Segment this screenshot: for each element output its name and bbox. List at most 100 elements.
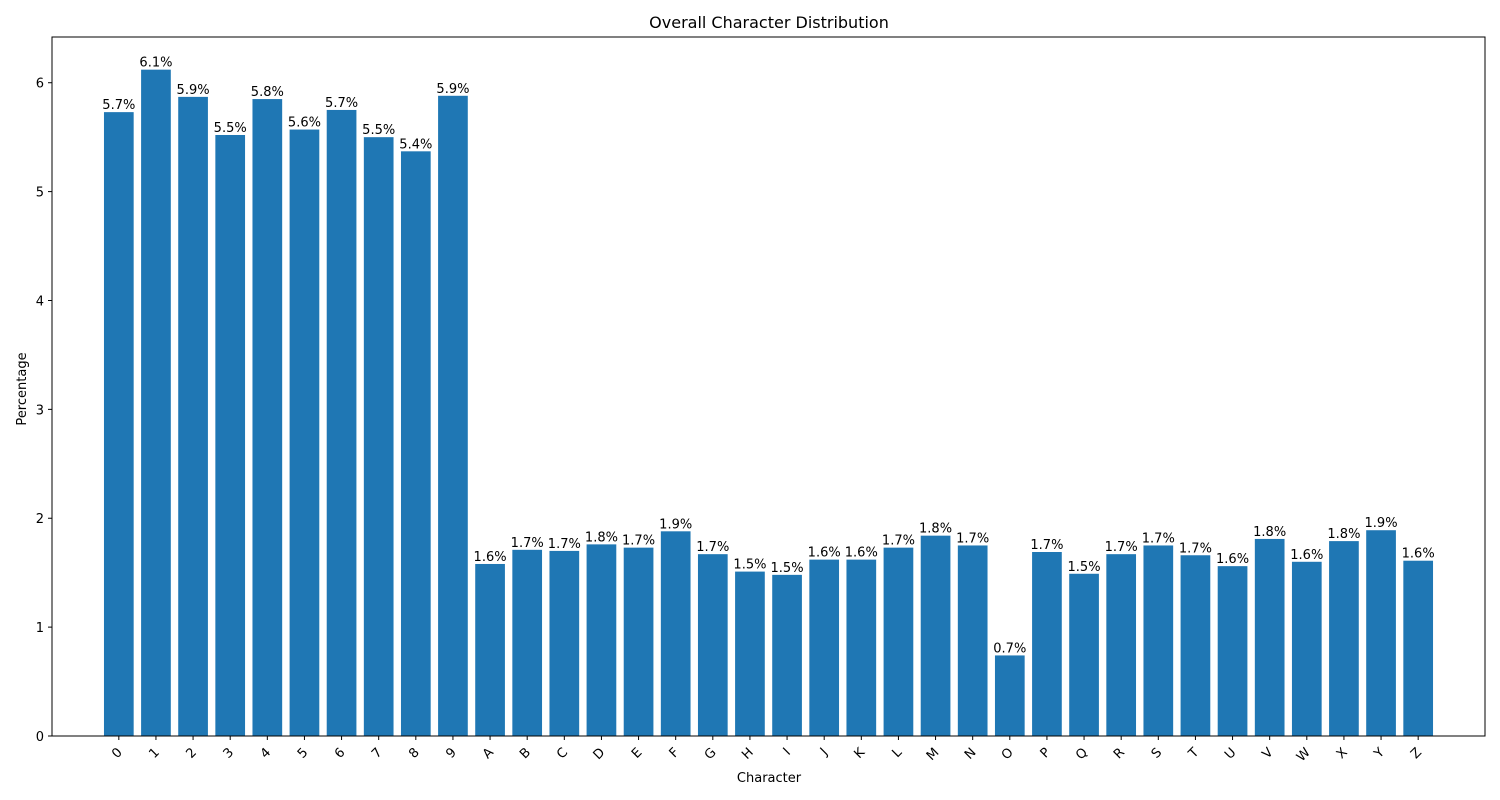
- bar-value-label: 5.7%: [102, 98, 135, 113]
- x-tick-label: 4: [258, 745, 274, 761]
- plot-frame: [51, 36, 1486, 737]
- x-tick-label: S: [1149, 745, 1165, 761]
- bar-value-label: 1.8%: [1253, 525, 1286, 540]
- x-tick-label: F: [667, 745, 683, 761]
- x-tick-label: N: [962, 745, 979, 762]
- x-tick-label: J: [817, 745, 831, 759]
- bar: [586, 544, 617, 736]
- x-tick-label: I: [781, 745, 794, 758]
- bar: [1403, 560, 1434, 736]
- y-tick-label: 1: [36, 621, 44, 636]
- x-tick-label: K: [852, 745, 869, 762]
- x-tick-label: G: [702, 745, 720, 763]
- bar: [252, 99, 283, 736]
- y-tick-label: 3: [36, 403, 44, 418]
- bar-value-label: 5.4%: [399, 137, 432, 152]
- y-tick-label: 5: [36, 186, 44, 201]
- bar: [549, 550, 580, 736]
- y-tick-label: 4: [36, 294, 44, 309]
- bar: [735, 571, 765, 736]
- bar: [475, 563, 505, 736]
- bar: [809, 559, 840, 736]
- bar: [772, 574, 802, 736]
- bar-value-label: 1.5%: [733, 558, 766, 573]
- x-tick-label: 8: [406, 745, 422, 761]
- bar-value-label: 1.7%: [511, 536, 544, 551]
- y-tick-label: 2: [36, 512, 44, 527]
- x-tick-label: D: [591, 745, 609, 763]
- bar-value-label: 5.6%: [288, 116, 321, 131]
- chart-title: Overall Character Distribution: [649, 13, 889, 32]
- bar-value-label: 1.8%: [1327, 527, 1360, 542]
- x-tick-label: 5: [295, 745, 311, 761]
- x-tick-label: R: [1111, 745, 1128, 762]
- bar-value-label: 5.5%: [214, 121, 247, 136]
- bar: [1106, 554, 1137, 736]
- x-tick-label: Q: [1073, 745, 1091, 763]
- x-tick-label: H: [739, 745, 757, 763]
- bar: [1291, 561, 1322, 736]
- x-tick-label: U: [1222, 745, 1239, 762]
- bar: [512, 549, 543, 736]
- bar: [363, 137, 394, 737]
- bar: [623, 547, 654, 736]
- bar-value-label: 1.7%: [1105, 540, 1138, 555]
- bar-value-label: 1.7%: [1142, 531, 1175, 546]
- bar-value-label: 1.5%: [1068, 560, 1101, 575]
- bar: [920, 535, 951, 736]
- bar: [883, 547, 914, 736]
- x-tick-label: 6: [332, 745, 348, 761]
- y-tick-label: 6: [36, 77, 44, 92]
- bar-value-label: 1.5%: [771, 561, 804, 576]
- bar-value-label: 1.7%: [1030, 538, 1063, 553]
- bar-value-label: 1.7%: [696, 540, 729, 555]
- bar: [141, 69, 171, 736]
- x-tick-label: A: [480, 745, 497, 762]
- bar-value-label: 5.8%: [251, 85, 284, 100]
- bar: [1180, 555, 1211, 736]
- x-tick-label: B: [517, 745, 534, 762]
- bar-value-label: 1.7%: [882, 534, 915, 549]
- bar-value-label: 1.7%: [1179, 541, 1212, 556]
- x-tick-label: T: [1185, 745, 1202, 762]
- x-tick-label: M: [924, 745, 943, 764]
- bar-value-label: 5.9%: [177, 83, 210, 98]
- x-tick-label: W: [1294, 745, 1314, 765]
- bar: [1254, 538, 1285, 736]
- y-axis-label: Percentage: [15, 352, 30, 425]
- x-tick-label: P: [1038, 745, 1054, 761]
- x-tick-label: O: [999, 745, 1017, 763]
- bar: [1217, 566, 1248, 736]
- bar-value-label: 1.6%: [1216, 552, 1249, 567]
- x-tick-label: L: [890, 745, 906, 761]
- x-axis-label: Character: [737, 771, 802, 786]
- bar-value-label: 1.6%: [474, 550, 507, 565]
- x-tick-label: Y: [1371, 745, 1388, 762]
- bar-value-label: 1.6%: [1290, 548, 1323, 563]
- bar: [103, 112, 134, 736]
- x-tick-label: C: [554, 745, 571, 762]
- x-tick-label: X: [1334, 745, 1351, 762]
- bar-value-label: 0.7%: [993, 641, 1026, 656]
- x-tick-label: V: [1260, 745, 1277, 762]
- bar: [1032, 552, 1062, 736]
- x-tick-label: E: [629, 745, 645, 761]
- bar: [660, 531, 691, 736]
- bar: [697, 554, 728, 736]
- y-tick-label: 0: [36, 730, 44, 745]
- x-tick-label: 7: [369, 745, 385, 761]
- x-tick-label: 2: [183, 745, 199, 761]
- bar: [957, 545, 988, 736]
- bar: [400, 151, 431, 736]
- bar: [994, 655, 1025, 736]
- x-tick-label: Z: [1408, 745, 1425, 762]
- bar: [1329, 541, 1359, 736]
- bar-value-label: 1.8%: [585, 530, 618, 545]
- bar: [1069, 573, 1099, 736]
- bar: [438, 95, 468, 737]
- bar-value-label: 5.7%: [325, 96, 358, 111]
- bar: [215, 134, 246, 737]
- bar: [289, 129, 320, 737]
